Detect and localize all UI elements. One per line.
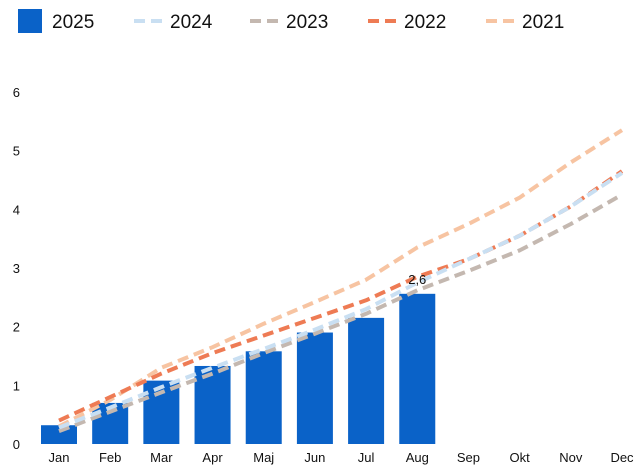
x-tick-label: Mar — [150, 450, 173, 465]
x-tick-label: Jan — [49, 450, 70, 465]
y-tick-label: 2 — [13, 320, 20, 335]
x-tick-label: Okt — [510, 450, 531, 465]
x-tick-label: Apr — [202, 450, 223, 465]
x-tick-label: Aug — [406, 450, 429, 465]
x-tick-label: Dec — [610, 450, 634, 465]
legend-label: 2021 — [522, 12, 564, 33]
legend-label: 2024 — [170, 12, 213, 33]
y-tick-label: 4 — [13, 202, 20, 217]
x-axis: Jan Feb Mar Apr Maj Jun Jul Aug Sep Okt Nov Dec — [49, 450, 635, 465]
y-tick-label: 1 — [13, 378, 20, 393]
bar — [399, 293, 436, 444]
x-tick-label: Maj — [253, 450, 274, 465]
line-series-2021 — [58, 128, 624, 429]
y-tick-label: 0 — [13, 437, 20, 452]
bar — [41, 425, 77, 444]
data-label: 2,6 — [408, 272, 426, 287]
x-tick-label: Feb — [99, 450, 121, 465]
bar — [348, 317, 385, 444]
y-tick-label: 6 — [13, 85, 20, 100]
bar-series-2025 — [41, 293, 436, 444]
x-tick-label: Jun — [304, 450, 325, 465]
y-axis: 0 1 2 3 4 5 6 — [13, 85, 20, 452]
y-tick-label: 3 — [13, 261, 20, 276]
legend-label: 2025 — [52, 12, 94, 33]
line-series-2022 — [58, 169, 624, 423]
bar — [194, 365, 231, 444]
legend-label: 2022 — [404, 12, 446, 33]
data-labels: 2,6 — [408, 272, 426, 287]
legend: 2025 2024 2023 2022 2021 — [18, 9, 564, 33]
line-series-group — [58, 128, 624, 433]
bar — [296, 332, 333, 444]
x-tick-label: Jul — [358, 450, 375, 465]
y-tick-label: 5 — [13, 144, 20, 159]
x-tick-label: Sep — [457, 450, 480, 465]
x-tick-label: Nov — [559, 450, 583, 465]
legend-swatch-2025 — [18, 9, 42, 33]
bar — [245, 351, 282, 444]
bar — [143, 380, 180, 444]
legend-label: 2023 — [286, 12, 328, 33]
